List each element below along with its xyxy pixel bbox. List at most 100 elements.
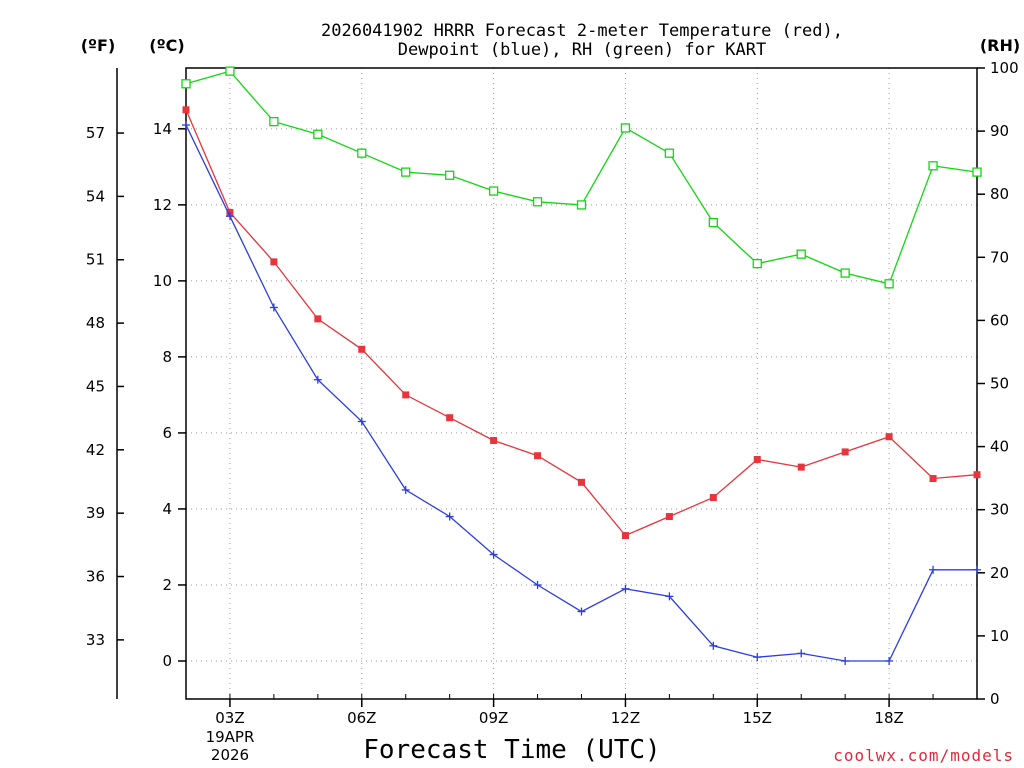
fahrenheit-tick-label: 45 [86, 377, 105, 395]
rh-tick-label: 0 [990, 690, 1000, 708]
x-tick-label: 15Z [743, 709, 772, 727]
rh-point [225, 66, 235, 76]
grid-lines [186, 68, 977, 699]
dewpoint-point [797, 649, 806, 658]
dewpoint-point [885, 656, 894, 665]
rh-tick-label: 80 [990, 185, 1009, 203]
rh-point [181, 79, 191, 89]
fahrenheit-tick-label: 57 [86, 124, 105, 142]
rh-tick-label: 40 [990, 438, 1009, 456]
dewpoint-point [313, 375, 322, 384]
chart-title-line1: 2026041902 HRRR Forecast 2-meter Tempera… [321, 21, 843, 41]
rh-point [357, 148, 367, 158]
celsius-tick-label: 4 [162, 500, 172, 518]
fahrenheit-tick-label: 48 [86, 314, 105, 332]
fahrenheit-tick-label: 42 [86, 441, 105, 459]
temperature-point [709, 494, 717, 502]
rh-tick-label: 30 [990, 501, 1009, 519]
temperature-point [797, 463, 805, 471]
rh-point [620, 123, 631, 133]
temperature-point [314, 315, 322, 323]
date-label-year: 2026 [211, 746, 249, 764]
plot-frame [185, 67, 978, 700]
dewpoint-point [182, 121, 190, 130]
rh-point [576, 200, 587, 210]
rh-unit-label: (RH) [980, 36, 1020, 55]
rh-tick-label: 90 [990, 122, 1009, 140]
rh-tick-label: 60 [990, 311, 1009, 329]
rh-tick-label: 10 [990, 627, 1009, 645]
temperature-point [885, 433, 893, 441]
celsius-tick-label: 6 [162, 424, 172, 442]
celsius-tick-label: 10 [153, 272, 172, 290]
credit-link[interactable]: coolwx.com/models [833, 746, 1014, 765]
dewpoint-point [401, 485, 410, 494]
dewpoint-point [973, 565, 981, 574]
rh-tick-label: 50 [990, 375, 1009, 393]
dewpoint-series [182, 121, 981, 665]
temperature-point [753, 456, 761, 464]
data-series [181, 66, 982, 665]
fahrenheit-tick-label: 33 [86, 631, 105, 649]
dewpoint-point [665, 592, 674, 601]
x-tick-label: 09Z [479, 709, 508, 727]
temperature-point [841, 448, 849, 456]
rh-tick-label: 20 [990, 564, 1009, 582]
temperature-point [358, 345, 366, 353]
fahrenheit-unit-label: (ºF) [81, 36, 116, 55]
temperature-series [182, 106, 981, 540]
celsius-tick-label: 14 [153, 120, 172, 138]
temperature-point [621, 532, 629, 540]
fahrenheit-tick-label: 54 [86, 187, 105, 205]
fahrenheit-tick-label: 39 [86, 504, 105, 522]
temperature-point [270, 258, 278, 266]
rh-series [181, 66, 982, 289]
tick-labels: 03Z 06Z 09Z 12Z 15Z 18Z 0 2 4 6 8 10 12 14 33 36 39 42 45 4… [86, 59, 1019, 727]
rh-tick-label: 100 [990, 59, 1019, 77]
rh-point [445, 170, 455, 180]
temperature-point [929, 475, 937, 483]
celsius-tick-label: 8 [162, 348, 172, 366]
rh-point [928, 161, 938, 171]
fahrenheit-tick-label: 51 [86, 251, 105, 269]
temperature-line [185, 109, 978, 537]
rh-point [840, 268, 850, 278]
dewpoint-point [445, 512, 454, 521]
rh-point [884, 279, 894, 289]
fahrenheit-tick-label: 36 [86, 568, 105, 586]
dewpoint-point [621, 584, 630, 593]
rh-point [664, 148, 675, 158]
dewpoint-point [709, 641, 718, 650]
temperature-point [446, 414, 454, 422]
dewpoint-point [841, 656, 850, 665]
rh-tick-label: 70 [990, 248, 1009, 266]
x-tick-label: 06Z [347, 709, 376, 727]
temperature-point [182, 106, 190, 114]
dewpoint-point [225, 212, 234, 221]
dewpoint-point [753, 653, 762, 662]
dewpoint-point [357, 417, 366, 426]
dewpoint-point [533, 580, 542, 589]
dewpoint-point [929, 565, 938, 574]
temperature-point [665, 513, 673, 521]
dewpoint-point [489, 550, 498, 559]
celsius-tick-label: 0 [162, 652, 172, 670]
chart-title-line2: Dewpoint (blue), RH (green) for KART [398, 40, 766, 60]
rh-point [708, 217, 718, 228]
temperature-point [578, 478, 585, 486]
temperature-point [490, 437, 498, 445]
rh-point [269, 116, 279, 127]
rh-point [401, 167, 411, 177]
dewpoint-point [577, 607, 586, 616]
rh-point [532, 197, 543, 207]
x-tick-label: 18Z [874, 709, 903, 727]
axes [116, 67, 985, 707]
x-tick-label: 03Z [215, 709, 244, 727]
x-tick-label: 12Z [611, 709, 640, 727]
rh-point [796, 249, 806, 259]
temperature-point [402, 391, 410, 399]
rh-point [313, 129, 323, 139]
temperature-point [534, 452, 542, 460]
rh-line [185, 70, 978, 285]
